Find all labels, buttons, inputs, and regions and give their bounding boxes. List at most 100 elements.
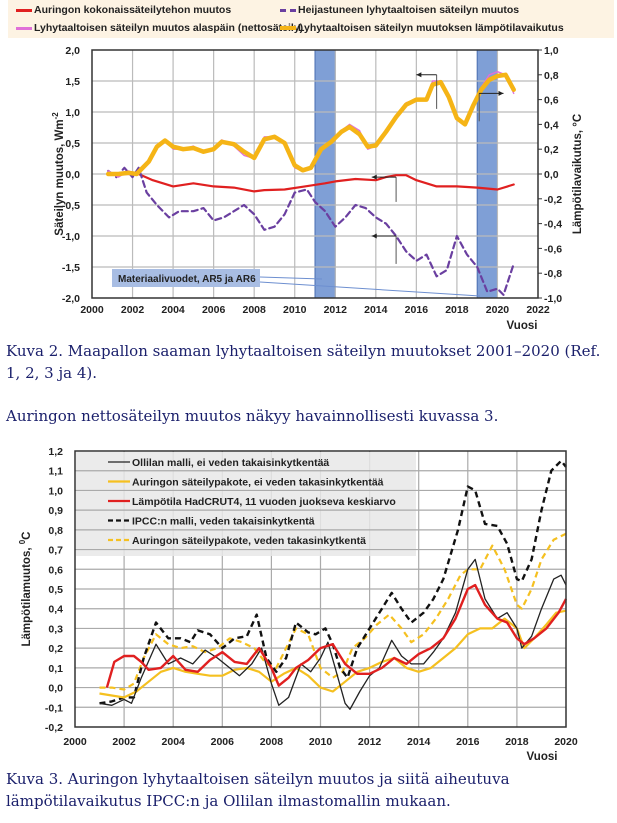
- y-tick-label: 0,0: [48, 683, 63, 695]
- y-tick-label: 0,2: [48, 643, 63, 655]
- y-tick-label: 2,0: [65, 45, 80, 57]
- legend-label: Lämpötila HadCRUT4, 11 vuoden juokseva k…: [132, 496, 396, 508]
- y2-tick-label: -0,2: [544, 194, 562, 206]
- y-tick-label: -1,0: [62, 231, 80, 243]
- y-tick-label: 0,8: [48, 525, 63, 537]
- y-tick-label: 0,5: [48, 584, 63, 596]
- y-tick-label: 1,0: [48, 485, 63, 497]
- figure1-legend: Auringon kokonaissäteilytehon muutos Hei…: [8, 0, 614, 38]
- x-tick-label: 2000: [63, 736, 87, 748]
- y-tick-label: 1,5: [65, 76, 80, 88]
- figure2-caption: Kuva 2. Maapallon saaman lyhytaaltoisen …: [6, 342, 601, 382]
- series-line-ollila-model: [99, 558, 567, 710]
- x-tick-label: 2010: [309, 736, 333, 748]
- legend-label: Auringon säteilypakote, ei veden takasin…: [132, 477, 384, 489]
- arrow-head: [371, 174, 377, 180]
- legend-swatch-red-line: [16, 8, 32, 12]
- legend-item-net-radiation: Lyhytaaltoisen säteilyn muutos alaspäin …: [16, 22, 303, 34]
- y-tick-label: 1,0: [65, 107, 80, 119]
- annotation-arrows: [371, 72, 504, 264]
- x-tick-label: 2018: [445, 304, 469, 316]
- y2-tick-label: 0,2: [544, 144, 559, 156]
- y2-tick-label: 0,8: [544, 70, 559, 82]
- legend-item-temperature-effect: Lyhytaaltoisen säteilyn muutoksen lämpöt…: [280, 22, 564, 34]
- annotation-label: Materiaalivuodet, AR5 ja AR6: [118, 274, 256, 285]
- y-tick-label: -2,0: [62, 293, 80, 305]
- y-axis-label-superscript: 0: [18, 539, 27, 544]
- body-paragraph: Auringon nettosäteilyn muutos näkyy hava…: [6, 407, 499, 425]
- legend-item-reflected: Heijastuneen lyhytaaltoisen säteilyn muu…: [280, 4, 519, 16]
- series-line-ipcc-model: [99, 459, 567, 705]
- y-tick-label: -0,1: [45, 702, 63, 714]
- series-line-reflected: [107, 166, 515, 296]
- y-tick-label: 0,6: [48, 564, 63, 576]
- y-axis-label: Säteilyn muutos, Wm-2: [51, 112, 66, 236]
- legend-label: Auringon kokonaissäteilytehon muutos: [34, 4, 232, 16]
- x-tick-label: 2012: [324, 304, 348, 316]
- annotation-box-bg: [112, 269, 260, 287]
- x-tick-label: 2010: [283, 304, 307, 316]
- y-tick-label: -0,2: [45, 722, 63, 734]
- x-tick-label: 2002: [112, 736, 136, 748]
- y-axis-label: Lämpötilamuutos, 0C: [18, 532, 33, 647]
- x-tick-label: 2014: [407, 736, 431, 748]
- legend-swatch-purple-dashed: [280, 8, 296, 12]
- series-line-solar-forcing: [99, 609, 567, 699]
- x-tick-label: 2022: [526, 304, 550, 316]
- y2-tick-label: 0,6: [544, 95, 559, 107]
- y-tick-label: 1,2: [48, 446, 63, 458]
- arrow-head: [416, 72, 422, 78]
- x-tick-label: 2006: [202, 304, 226, 316]
- y2-tick-label: -0,8: [544, 268, 562, 280]
- legend-item-total-solar: Auringon kokonaissäteilytehon muutos: [16, 4, 231, 16]
- plot-frame: [74, 450, 567, 728]
- legend-label: Lyhytaaltoisen säteilyn muutoksen lämpöt…: [298, 22, 564, 34]
- y-tick-label: 0,4: [48, 604, 63, 616]
- figure3-caption: Kuva 3. Auringon lyhytaaltoisen säteilyn…: [6, 770, 510, 810]
- y-tick-label: 0,9: [48, 505, 63, 517]
- arrow-head: [371, 233, 377, 239]
- chart-radiation-changes: -2,0 -1,5 -1,0 -0,5 0,0 0,5 1,0 1,5 2,0 -1,0 -0,8…: [51, 45, 584, 332]
- x-tick-label: 2016: [456, 736, 480, 748]
- legend-label: Lyhytaaltoisen säteilyn muutos alaspäin …: [34, 22, 304, 34]
- x-tick-label: 2004: [162, 736, 186, 748]
- y-tick-label: -0,5: [62, 200, 80, 212]
- y2-tick-label: 1,0: [544, 45, 559, 57]
- legend-box: [76, 452, 416, 556]
- annotation-pointer-line: [259, 281, 481, 297]
- y-tick-label: 0,5: [65, 138, 80, 150]
- series-line-solar-forcing-feedback: [99, 532, 567, 691]
- x-tick-label: 2006: [211, 736, 235, 748]
- arrow-head: [498, 90, 504, 96]
- series-line-total-solar: [107, 172, 515, 193]
- x-tick-label: 2018: [505, 736, 529, 748]
- x-tick-label: 2008: [243, 304, 267, 316]
- figure2-legend: Ollilan malli, ei veden takaisinkytkentä…: [108, 457, 396, 547]
- y-tick-label: 1,1: [48, 466, 63, 478]
- y2-tick-label: -0,6: [544, 243, 562, 255]
- x-tick-label: 2016: [405, 304, 429, 316]
- x-axis-label: Vuosi: [527, 751, 558, 763]
- y2-axis-label: Lämpötilavaikutus, °C: [572, 114, 584, 234]
- y2-tick-label: 0,4: [544, 119, 559, 131]
- y-axis-label-unit: C: [21, 532, 33, 540]
- legend-label: IPCC:n malli, veden takaisinkytkentä: [132, 516, 315, 528]
- x-tick-label: 2012: [358, 736, 382, 748]
- y-axis-label-main: Säteilyn muutos, Wm: [54, 119, 66, 235]
- y-tick-label: 0,1: [48, 663, 63, 675]
- y-tick-label: 0,7: [48, 545, 63, 557]
- y-axis-label-superscript: -2: [51, 112, 60, 120]
- x-tick-label: 2020: [486, 304, 510, 316]
- x-axis-label: Vuosi: [507, 320, 538, 332]
- x-tick-label: 2002: [121, 304, 145, 316]
- legend-label: Heijastuneen lyhytaaltoisen säteilyn muu…: [298, 4, 520, 16]
- legend-label: Auringon säteilypakote, veden takasinkyt…: [132, 535, 366, 547]
- x-tick-label: 2014: [364, 304, 388, 316]
- y2-tick-label: -0,4: [544, 219, 562, 231]
- series-line-hadcrut4: [105, 583, 568, 688]
- annotation-pointer-line: [259, 276, 323, 280]
- y-tick-label: 0,0: [65, 169, 80, 181]
- y-axis-label-main: Lämpötilamuutos,: [21, 544, 33, 646]
- x-tick-label: 2020: [554, 736, 578, 748]
- legend-swatch-orange-thick: [280, 26, 296, 30]
